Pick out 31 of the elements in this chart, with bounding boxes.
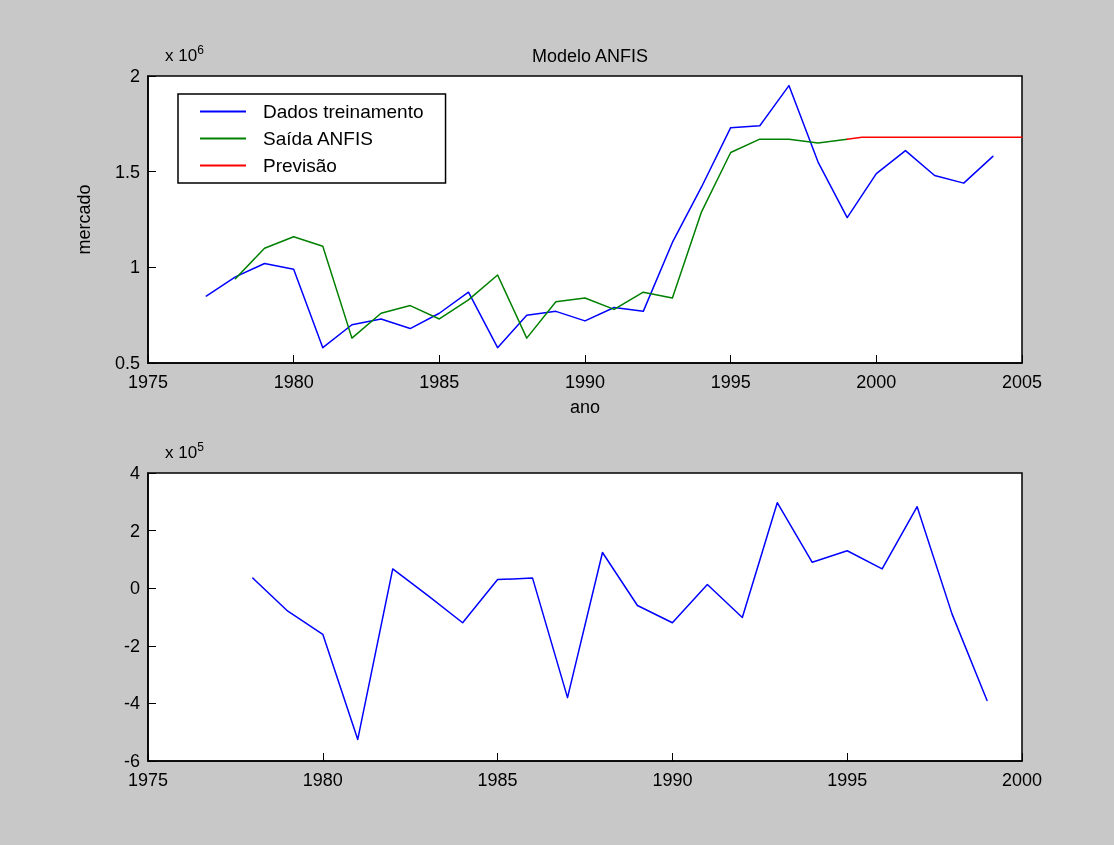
y-tick-label: 1 xyxy=(129,257,140,278)
legend-label: Previsão xyxy=(263,155,337,176)
x-tick-label: 1985 xyxy=(419,372,460,392)
y-tick-label: -2 xyxy=(123,635,140,656)
y-axis-title: mercado xyxy=(74,184,94,255)
y-tick-label: -4 xyxy=(123,693,140,714)
y-tick-label: 0.5 xyxy=(114,353,140,373)
line-series xyxy=(205,84,994,349)
x-tick-label: 1975 xyxy=(127,372,169,392)
y-tick-label: 4 xyxy=(129,463,140,483)
x-tick-label: 1990 xyxy=(564,372,606,392)
x-tick-label: 1980 xyxy=(302,770,343,790)
y-tick-label: 0 xyxy=(129,578,140,599)
x-tick-label: 2000 xyxy=(856,372,897,392)
x-tick-label: 1985 xyxy=(477,770,518,790)
x-tick-label: 1975 xyxy=(127,770,169,790)
x-tick-label: 2005 xyxy=(1001,372,1043,392)
legend-label: Saída ANFIS xyxy=(263,128,373,149)
chart-title: Modelo ANFIS xyxy=(531,46,649,66)
line-series xyxy=(252,501,988,741)
y-tick-label: 2 xyxy=(129,66,140,86)
legend-label: Dados treinamento xyxy=(263,101,424,122)
x-tick-label: 2000 xyxy=(1001,770,1043,790)
y-tick-label: 1.5 xyxy=(114,161,140,182)
x-axis-title: ano xyxy=(569,397,601,417)
x-tick-label: 1995 xyxy=(827,770,868,790)
x-tick-label: 1990 xyxy=(652,770,693,790)
y-tick-label: 2 xyxy=(129,520,140,541)
x-tick-label: 1995 xyxy=(710,372,751,392)
x-tick-label: 1980 xyxy=(273,372,314,392)
y-tick-label: -6 xyxy=(123,751,140,771)
